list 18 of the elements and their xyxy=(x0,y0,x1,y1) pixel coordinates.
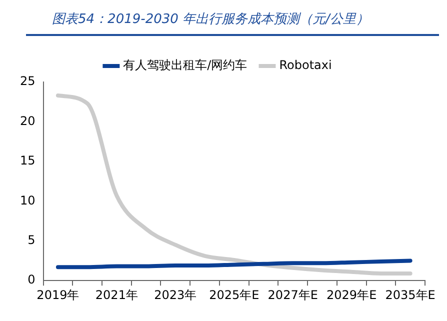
y-tick-label: 0 xyxy=(28,272,36,287)
y-tick-label: 5 xyxy=(28,233,36,248)
line-series xyxy=(56,258,412,270)
x-tick-label: 2027年E xyxy=(268,288,318,302)
x-tick-label: 2023年 xyxy=(154,288,197,302)
chart-title: 图表54：2019-2030 年出行服务成本预测（元/公里） xyxy=(26,8,439,36)
x-tick-label: 2021年 xyxy=(95,288,138,302)
x-tick-label: 2019年 xyxy=(36,288,80,302)
line-series xyxy=(56,94,412,276)
legend-label: 有人驾驶出租车/网约车 xyxy=(123,58,248,72)
y-tick-label: 25 xyxy=(20,74,36,88)
x-tick-label: 2035年E xyxy=(385,288,436,302)
x-tick-label: 2029年E xyxy=(326,288,377,302)
y-tick-label: 15 xyxy=(20,154,36,168)
y-tick-label: 20 xyxy=(20,114,36,128)
x-tick-label: 2025年E xyxy=(209,288,260,302)
legend-label: Robotaxi xyxy=(279,58,332,72)
y-tick-label: 10 xyxy=(20,193,36,208)
